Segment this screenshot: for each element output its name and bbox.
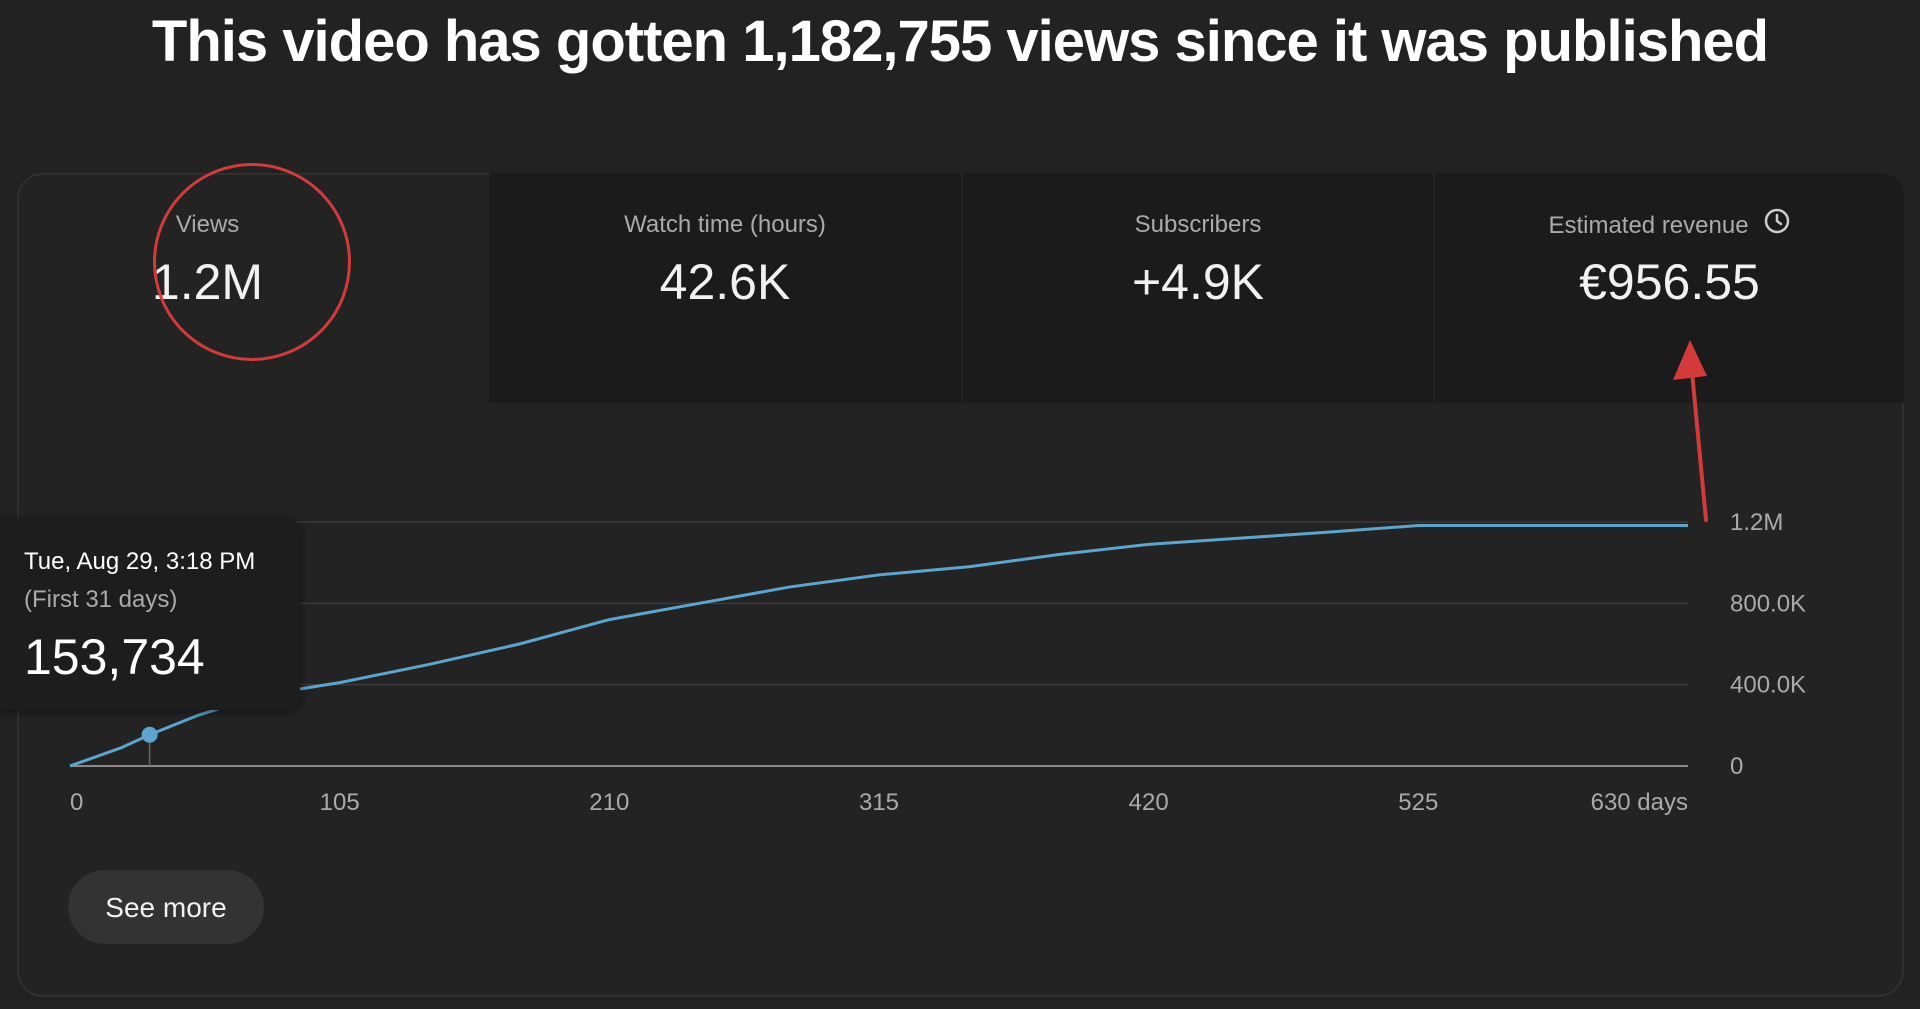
- metric-label: Estimated revenue: [1435, 208, 1904, 242]
- x-tick-label: 420: [1129, 789, 1169, 816]
- tooltip-period: (First 31 days): [24, 586, 178, 613]
- x-tick-label: 525: [1398, 789, 1438, 816]
- clock-icon[interactable]: [1763, 207, 1791, 242]
- x-tick-label: 0: [70, 789, 83, 816]
- metric-value: 1.2M: [151, 254, 264, 310]
- metric-tile-revenue[interactable]: Estimated revenue €956.55: [1435, 173, 1904, 403]
- x-tick-label: 315: [859, 789, 899, 816]
- metric-value: +4.9K: [1131, 254, 1265, 310]
- y-tick-label: 800.0K: [1730, 590, 1806, 617]
- metric-tile-watch-time[interactable]: Watch time (hours) 42.6K: [489, 173, 961, 403]
- revenue-label: Estimated revenue: [1548, 211, 1749, 239]
- views-series-line: [69, 524, 1688, 768]
- metric-label: Watch time (hours): [624, 211, 826, 238]
- metric-value: 42.6K: [659, 254, 791, 310]
- metric-label: Views: [175, 211, 240, 238]
- chart-tooltip: Tue, Aug 29, 3:18 PM (First 31 days) 153…: [0, 518, 300, 710]
- see-more-button[interactable]: See more: [68, 870, 264, 944]
- y-tick-label: 1.2M: [1730, 509, 1783, 536]
- annotation-arrow-shaft: [1690, 370, 1708, 522]
- metric-tile-subscribers[interactable]: Subscribers +4.9K: [963, 173, 1433, 403]
- x-tick-label: 210: [589, 789, 629, 816]
- tooltip-value: 153,734: [24, 629, 205, 685]
- annotation-arrow-head: [1673, 340, 1707, 380]
- metric-label: Subscribers: [1134, 211, 1262, 238]
- tooltip-date: Tue, Aug 29, 3:18 PM: [24, 548, 256, 575]
- metric-tile-views[interactable]: Views 1.2M: [17, 173, 398, 403]
- hover-point: [141, 726, 158, 743]
- x-tick-label: 105: [320, 789, 360, 816]
- headline: This video has gotten 1,182,755 views si…: [151, 9, 1769, 74]
- metric-tiles: Views 1.2M Watch time (hours) 42.6K Subs…: [17, 173, 1904, 403]
- y-tick-label: 400.0K: [1730, 672, 1806, 699]
- y-tick-label: 0: [1730, 753, 1743, 780]
- x-tick-label: 630 days: [1591, 789, 1688, 816]
- metric-value: €956.55: [1579, 254, 1760, 310]
